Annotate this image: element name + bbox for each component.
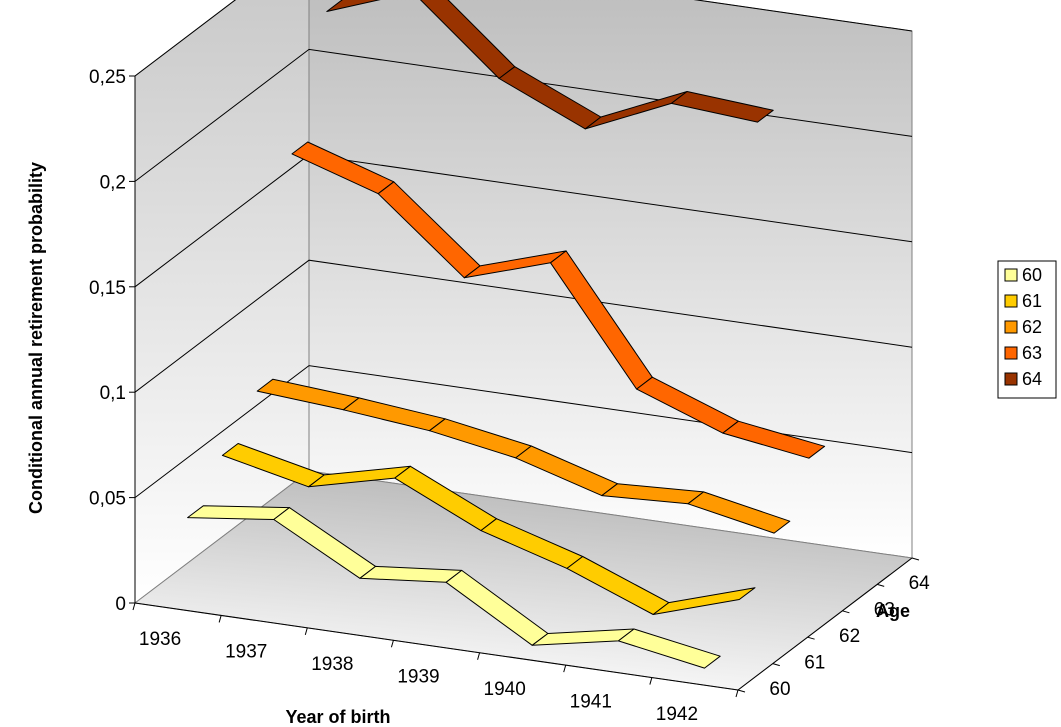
z-tick-mark	[842, 610, 850, 614]
x-tick-label: 1939	[397, 667, 439, 688]
x-tick-mark	[477, 652, 481, 660]
x-tick-mark	[390, 640, 394, 648]
x-tick-mark	[218, 615, 222, 623]
series-61-segment	[652, 587, 756, 615]
z-tick-mark	[807, 636, 815, 640]
x-tick-mark	[563, 665, 567, 673]
series-60-segment	[187, 505, 290, 520]
x-tick-mark	[735, 689, 739, 698]
legend-swatch-61	[1004, 294, 1018, 308]
legend-swatch-64	[1004, 372, 1018, 386]
series-62-ribbon	[256, 378, 791, 534]
z-tick-label: 62	[839, 626, 860, 647]
legend-swatch-63	[1004, 346, 1018, 360]
axis-lines	[129, 75, 920, 698]
z-axis-title: Age	[876, 601, 910, 621]
x-tick-label: 1938	[311, 654, 353, 675]
legend-label-64: 64	[1022, 369, 1042, 389]
z-tick-mark	[737, 689, 746, 693]
legend-label-63: 63	[1022, 343, 1042, 363]
plot-walls	[133, 0, 914, 691]
y-tick-label: 0,05	[89, 489, 126, 510]
x-tick-label: 1941	[570, 691, 612, 712]
z-tick-mark	[877, 583, 885, 587]
series-60-ribbon	[187, 505, 721, 669]
x-tick-mark	[649, 677, 653, 685]
x-axis-tick-labels: 1936 1937 1938 1939 1940 1941 1942	[139, 629, 698, 725]
x-tick-label: 1940	[484, 679, 526, 700]
x-axis-line	[134, 602, 739, 691]
series-64-segment	[326, 0, 381, 12]
series-63-ribbon	[291, 141, 826, 459]
z-tick-mark	[911, 557, 920, 561]
y-tick-label: 0	[115, 594, 126, 615]
series-61-ribbon	[221, 443, 756, 615]
x-tick-mark	[304, 627, 308, 635]
y-tick-label: 0,2	[100, 172, 126, 193]
x-tick-label: 1937	[225, 642, 267, 663]
y-tick-label: 0,1	[100, 383, 126, 404]
z-axis-line	[737, 557, 913, 691]
legend-swatch-62	[1004, 320, 1018, 334]
legend-label-62: 62	[1022, 317, 1042, 337]
y-tick-label: 0,25	[89, 67, 126, 88]
z-tick-label: 63	[874, 600, 895, 621]
legend-swatch-60	[1004, 268, 1018, 282]
legend-label-61: 61	[1022, 291, 1042, 311]
y-axis-title: Conditional annual retirement probabilit…	[26, 162, 46, 514]
series-ribbons	[187, 0, 826, 669]
z-tick-label: 61	[804, 652, 825, 673]
series-64-segment	[670, 91, 774, 123]
gridline	[134, 259, 913, 393]
legend: 60 61 62 63 64	[997, 260, 1057, 399]
x-tick-label: 1936	[139, 629, 181, 650]
gridline	[134, 0, 913, 77]
series-62-segment	[687, 491, 791, 534]
z-tick-label: 64	[909, 573, 931, 594]
y-tick-label: 0,15	[89, 278, 126, 299]
z-axis-tick-labels: 60 61 62 63 64	[769, 573, 930, 700]
series-60-segment	[617, 628, 721, 669]
series-64-ribbon	[326, 0, 774, 130]
y-axis-tick-labels: 0 0,05 0,1 0,15 0,2 0,25	[89, 67, 126, 615]
series-63-segment	[722, 420, 826, 459]
x-tick-mark	[132, 602, 136, 611]
z-tick-mark	[772, 663, 780, 667]
legend-label-60: 60	[1022, 265, 1042, 285]
z-tick-label: 60	[769, 679, 790, 700]
x-axis-title: Year of birth	[285, 707, 390, 727]
x-tick-label: 1942	[656, 704, 698, 725]
